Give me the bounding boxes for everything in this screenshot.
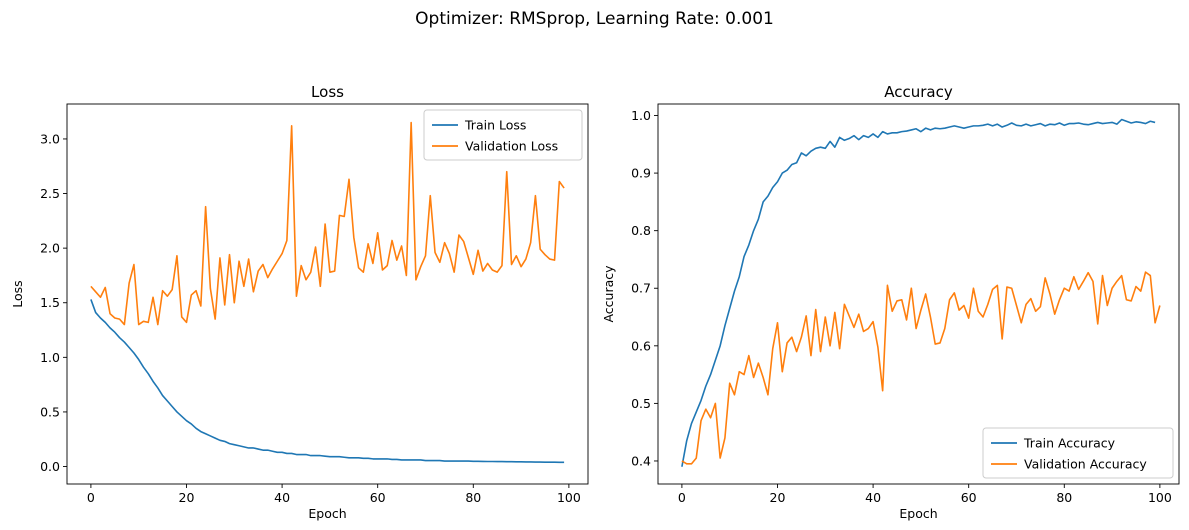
accuracy-panel: Accuracy 0 20 40 60 80 100 0.4 0.5 0.6 0.7 0.8 0.9 1.… (601, 83, 1180, 521)
accuracy-legend: Train Accuracy Validation Accuracy (982, 427, 1174, 479)
accuracy-y-axis-label: Accuracy (601, 265, 616, 323)
accuracy-x-tick-label: 60 (961, 490, 977, 505)
accuracy-y-tick-label: 0.6 (631, 338, 651, 353)
accuracy-x-tick-label: 80 (1056, 490, 1072, 505)
accuracy-legend-label: Validation Accuracy (1024, 457, 1147, 472)
loss-y-tick-label: 2.5 (40, 186, 60, 201)
loss-y-tick-label: 0.0 (40, 459, 60, 474)
accuracy-y-tick-label: 0.4 (631, 453, 651, 468)
loss-panel: Loss 0 20 40 60 80 100 0.0 0.5 1.0 1.5 2.0 2.5 3.0 Epo… (10, 83, 589, 521)
accuracy-x-tick-label: 100 (1148, 490, 1172, 505)
loss-axes-frame (66, 103, 589, 485)
loss-series-line-train (90, 299, 565, 464)
accuracy-x-tick-label: 20 (770, 490, 786, 505)
loss-chart-title: Loss (311, 83, 344, 101)
accuracy-x-tick-label: 40 (865, 490, 881, 505)
loss-x-tick-label: 40 (274, 490, 290, 505)
accuracy-y-tick-label: 0.8 (631, 223, 651, 238)
loss-x-tick-label: 0 (87, 490, 95, 505)
loss-y-tick-label: 1.0 (40, 350, 60, 365)
accuracy-y-tick-label: 0.9 (631, 166, 651, 181)
accuracy-axes-frame (657, 103, 1180, 485)
loss-legend-label: Train Loss (464, 118, 526, 133)
figure-suptitle: Optimizer: RMSprop, Learning Rate: 0.001 (415, 9, 774, 29)
loss-legend-label: Validation Loss (465, 139, 558, 154)
accuracy-legend-label: Train Accuracy (1023, 436, 1116, 451)
accuracy-y-tick-label: 1.0 (631, 108, 651, 123)
accuracy-x-tick-label: 0 (678, 490, 686, 505)
loss-x-tick-label: 80 (465, 490, 481, 505)
loss-y-tick-label: 2.0 (40, 241, 60, 256)
loss-y-axis-label: Loss (10, 280, 25, 307)
accuracy-legend-box (982, 427, 1174, 479)
loss-x-tick-label: 60 (370, 490, 386, 505)
accuracy-y-tick-label: 0.5 (631, 396, 651, 411)
accuracy-series-line-train (681, 118, 1156, 467)
loss-y-tick-label: 0.5 (40, 404, 60, 419)
loss-x-axis-label: Epoch (308, 506, 346, 521)
accuracy-y-tick-label: 0.7 (631, 281, 651, 296)
loss-legend: Train Loss Validation Loss (423, 109, 583, 161)
accuracy-series-line-validation (681, 271, 1161, 465)
loss-y-tick-label: 1.5 (40, 295, 60, 310)
loss-x-tick-label: 20 (179, 490, 195, 505)
loss-y-tick-label: 3.0 (40, 131, 60, 146)
accuracy-x-axis-label: Epoch (899, 506, 937, 521)
loss-legend-box (423, 109, 583, 161)
loss-series-line-validation (90, 121, 565, 326)
accuracy-chart-title: Accuracy (884, 83, 953, 101)
loss-x-tick-label: 100 (557, 490, 581, 505)
